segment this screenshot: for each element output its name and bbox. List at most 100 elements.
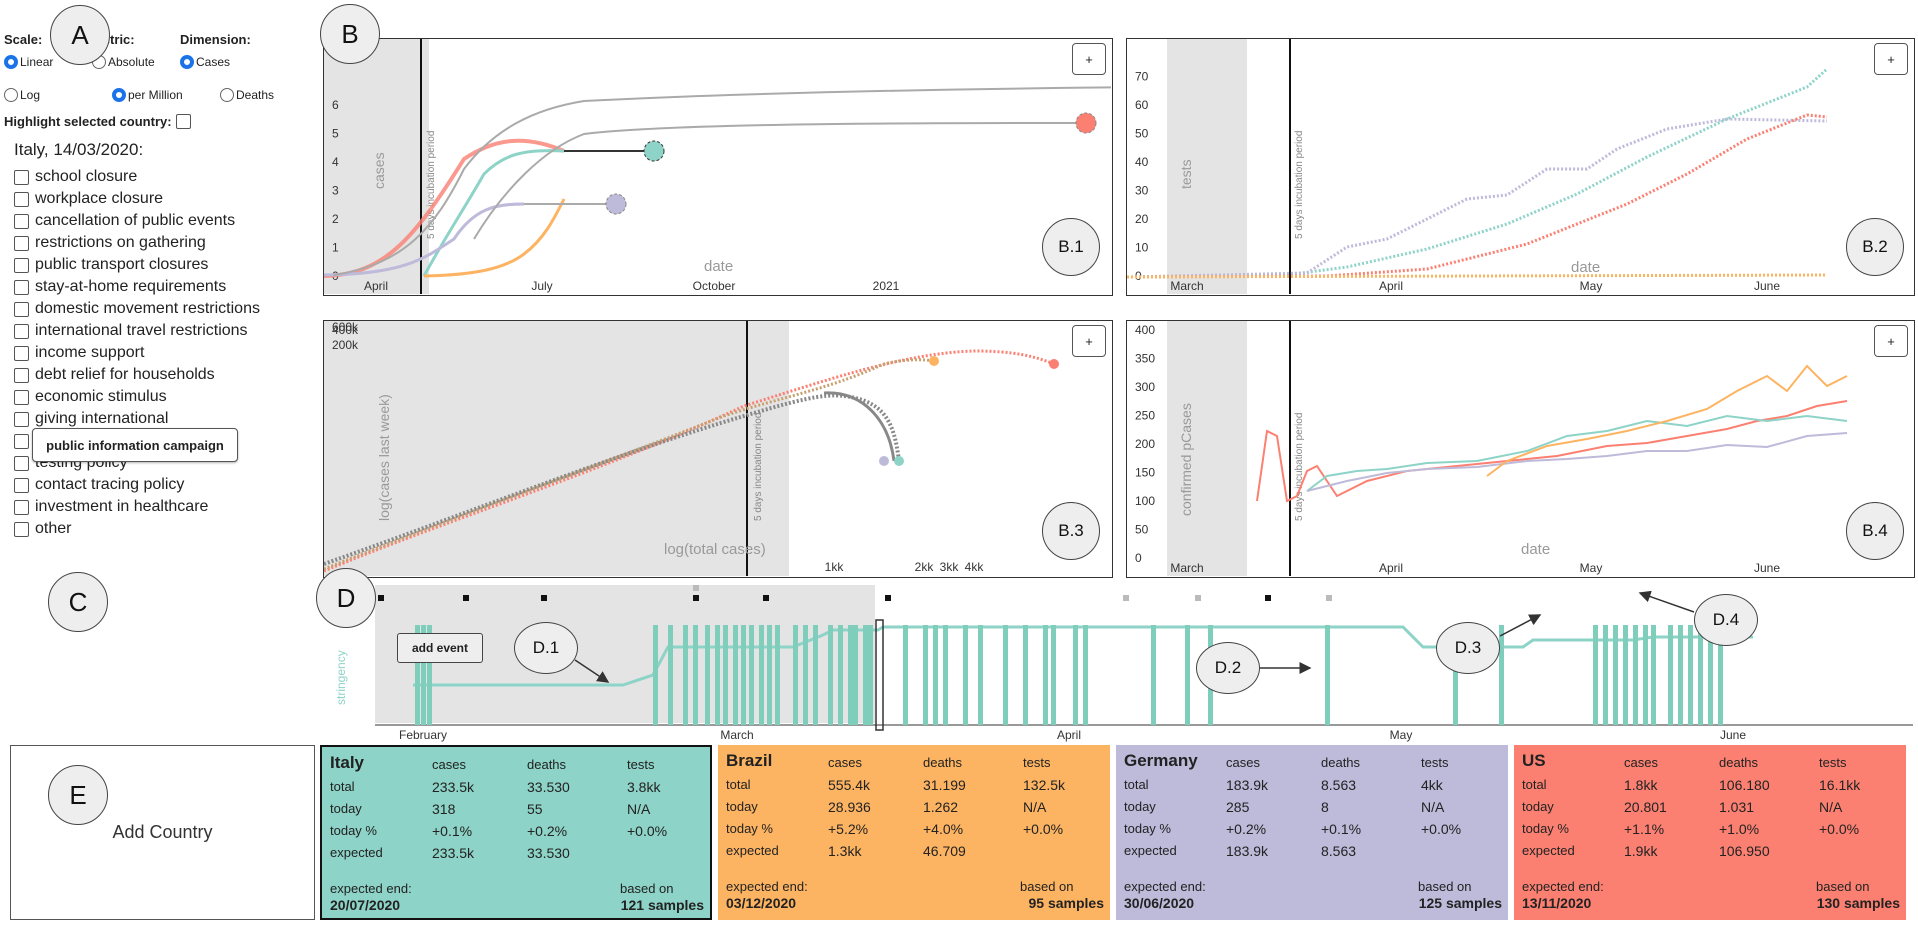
- measure-checkbox[interactable]: [14, 389, 29, 405]
- highlight-toggle[interactable]: Highlight selected country:: [4, 114, 191, 129]
- country-card-italy[interactable]: Italy cases deaths tests total 233.5k 33.530 3.…: [320, 745, 712, 920]
- scale-linear-radio[interactable]: Linear: [4, 55, 53, 69]
- measure-bar[interactable]: [653, 625, 658, 725]
- measure-item[interactable]: income support: [14, 342, 144, 364]
- country-card-brazil[interactable]: Brazil cases deaths tests total 555.4k 31.199 1…: [718, 745, 1110, 920]
- measure-item[interactable]: workplace closure: [14, 188, 163, 210]
- measure-bar[interactable]: [1623, 625, 1628, 725]
- b4-expand-button[interactable]: +: [1874, 325, 1908, 357]
- event-marker[interactable]: [1326, 595, 1332, 601]
- stringency-timeline[interactable]: stringency February March April May June add…: [323, 585, 1913, 745]
- measure-checkbox[interactable]: [14, 411, 29, 427]
- measure-checkbox[interactable]: [14, 345, 29, 361]
- measure-bar[interactable]: [767, 625, 772, 725]
- measure-bar[interactable]: [848, 625, 853, 725]
- measure-bar[interactable]: [923, 625, 928, 725]
- measure-bar[interactable]: [943, 625, 948, 725]
- measure-item[interactable]: other: [14, 518, 71, 540]
- measure-item[interactable]: economic stimulus: [14, 386, 167, 408]
- measure-bar[interactable]: [1603, 625, 1608, 725]
- event-marker[interactable]: [693, 595, 699, 601]
- measure-checkbox[interactable]: [14, 301, 29, 317]
- measure-bar[interactable]: [1185, 625, 1190, 725]
- add-country-button[interactable]: Add Country: [10, 745, 315, 920]
- measure-bar[interactable]: [1073, 625, 1078, 725]
- measure-bar[interactable]: [933, 625, 938, 725]
- metric-per-million-radio[interactable]: per Million: [112, 88, 183, 102]
- measure-checkbox[interactable]: [14, 169, 29, 185]
- measure-bar[interactable]: [741, 625, 746, 725]
- measure-item[interactable]: public transport closures: [14, 254, 208, 276]
- measure-bar[interactable]: [838, 625, 843, 725]
- measure-checkbox[interactable]: [14, 477, 29, 493]
- event-marker[interactable]: [1265, 595, 1271, 601]
- measure-bar[interactable]: [415, 625, 420, 725]
- measure-bar[interactable]: [1593, 625, 1598, 725]
- measure-bar[interactable]: [1499, 625, 1504, 725]
- measure-bar[interactable]: [693, 625, 698, 725]
- measure-bar[interactable]: [1613, 625, 1618, 725]
- measure-bar[interactable]: [1668, 625, 1673, 725]
- measure-bar[interactable]: [1043, 625, 1048, 725]
- highlight-checkbox[interactable]: [175, 114, 191, 129]
- country-card-us[interactable]: US cases deaths tests total 1.8kk 106.180 16.1k…: [1514, 745, 1906, 920]
- b2-expand-button[interactable]: +: [1874, 43, 1908, 75]
- measure-item[interactable]: stay-at-home requirements: [14, 276, 226, 298]
- event-marker[interactable]: [1123, 595, 1129, 601]
- event-marker[interactable]: [885, 595, 891, 601]
- measure-checkbox[interactable]: [14, 323, 29, 339]
- dimension-deaths-radio[interactable]: Deaths: [220, 88, 274, 102]
- measure-bar[interactable]: [1698, 625, 1703, 725]
- measure-item[interactable]: international travel restrictions: [14, 320, 248, 342]
- chart-b2[interactable]: 5 days incubation period tests date 0 10 2…: [1126, 38, 1915, 296]
- measure-bar[interactable]: [1651, 625, 1656, 725]
- measure-bar[interactable]: [813, 625, 818, 725]
- b1-expand-button[interactable]: +: [1072, 43, 1106, 75]
- measure-item[interactable]: school closure: [14, 166, 137, 188]
- measure-bar[interactable]: [903, 625, 908, 725]
- measure-checkbox[interactable]: [14, 521, 29, 537]
- measure-bar[interactable]: [775, 625, 780, 725]
- dimension-cases-radio[interactable]: Cases: [180, 55, 230, 69]
- measure-checkbox[interactable]: [14, 367, 29, 383]
- measure-checkbox[interactable]: [14, 257, 29, 273]
- measure-bar[interactable]: [668, 625, 673, 725]
- measure-bar[interactable]: [421, 625, 426, 725]
- measure-bar[interactable]: [963, 625, 968, 725]
- measure-checkbox[interactable]: [14, 213, 29, 229]
- measure-bar[interactable]: [1688, 625, 1693, 725]
- measure-bar[interactable]: [828, 625, 833, 725]
- measure-item[interactable]: giving international: [14, 408, 168, 430]
- measure-item[interactable]: restrictions on gathering: [14, 232, 206, 254]
- measure-item[interactable]: domestic movement restrictions: [14, 298, 260, 320]
- scale-log-radio[interactable]: Log: [4, 88, 40, 102]
- event-marker[interactable]: [463, 595, 469, 601]
- country-card-germany[interactable]: Germany cases deaths tests total 183.9k 8.563 4…: [1116, 745, 1508, 920]
- event-marker[interactable]: [693, 585, 699, 591]
- add-event-button[interactable]: add event: [397, 633, 483, 663]
- measure-checkbox[interactable]: [14, 235, 29, 251]
- measure-bar[interactable]: [868, 625, 873, 725]
- measure-bar[interactable]: [759, 625, 764, 725]
- measure-bar[interactable]: [803, 625, 808, 725]
- measure-bar[interactable]: [733, 625, 738, 725]
- measure-item[interactable]: [14, 430, 35, 452]
- measure-bar[interactable]: [1633, 625, 1638, 725]
- measure-bar[interactable]: [1051, 625, 1056, 725]
- measure-bar[interactable]: [1083, 625, 1088, 725]
- measure-bar[interactable]: [683, 625, 688, 725]
- measure-checkbox[interactable]: [14, 455, 29, 471]
- measure-bar[interactable]: [793, 625, 798, 725]
- measure-bar[interactable]: [1708, 625, 1713, 725]
- event-marker[interactable]: [763, 595, 769, 601]
- measure-bar[interactable]: [1023, 625, 1028, 725]
- measure-bar[interactable]: [1718, 625, 1723, 725]
- measure-checkbox[interactable]: [14, 279, 29, 295]
- measure-bar[interactable]: [705, 625, 710, 725]
- measure-bar[interactable]: [715, 625, 720, 725]
- event-marker[interactable]: [378, 595, 384, 601]
- measure-item[interactable]: contact tracing policy: [14, 474, 184, 496]
- measure-bar[interactable]: [723, 625, 728, 725]
- measure-bar[interactable]: [863, 625, 868, 725]
- b3-expand-button[interactable]: +: [1072, 325, 1106, 357]
